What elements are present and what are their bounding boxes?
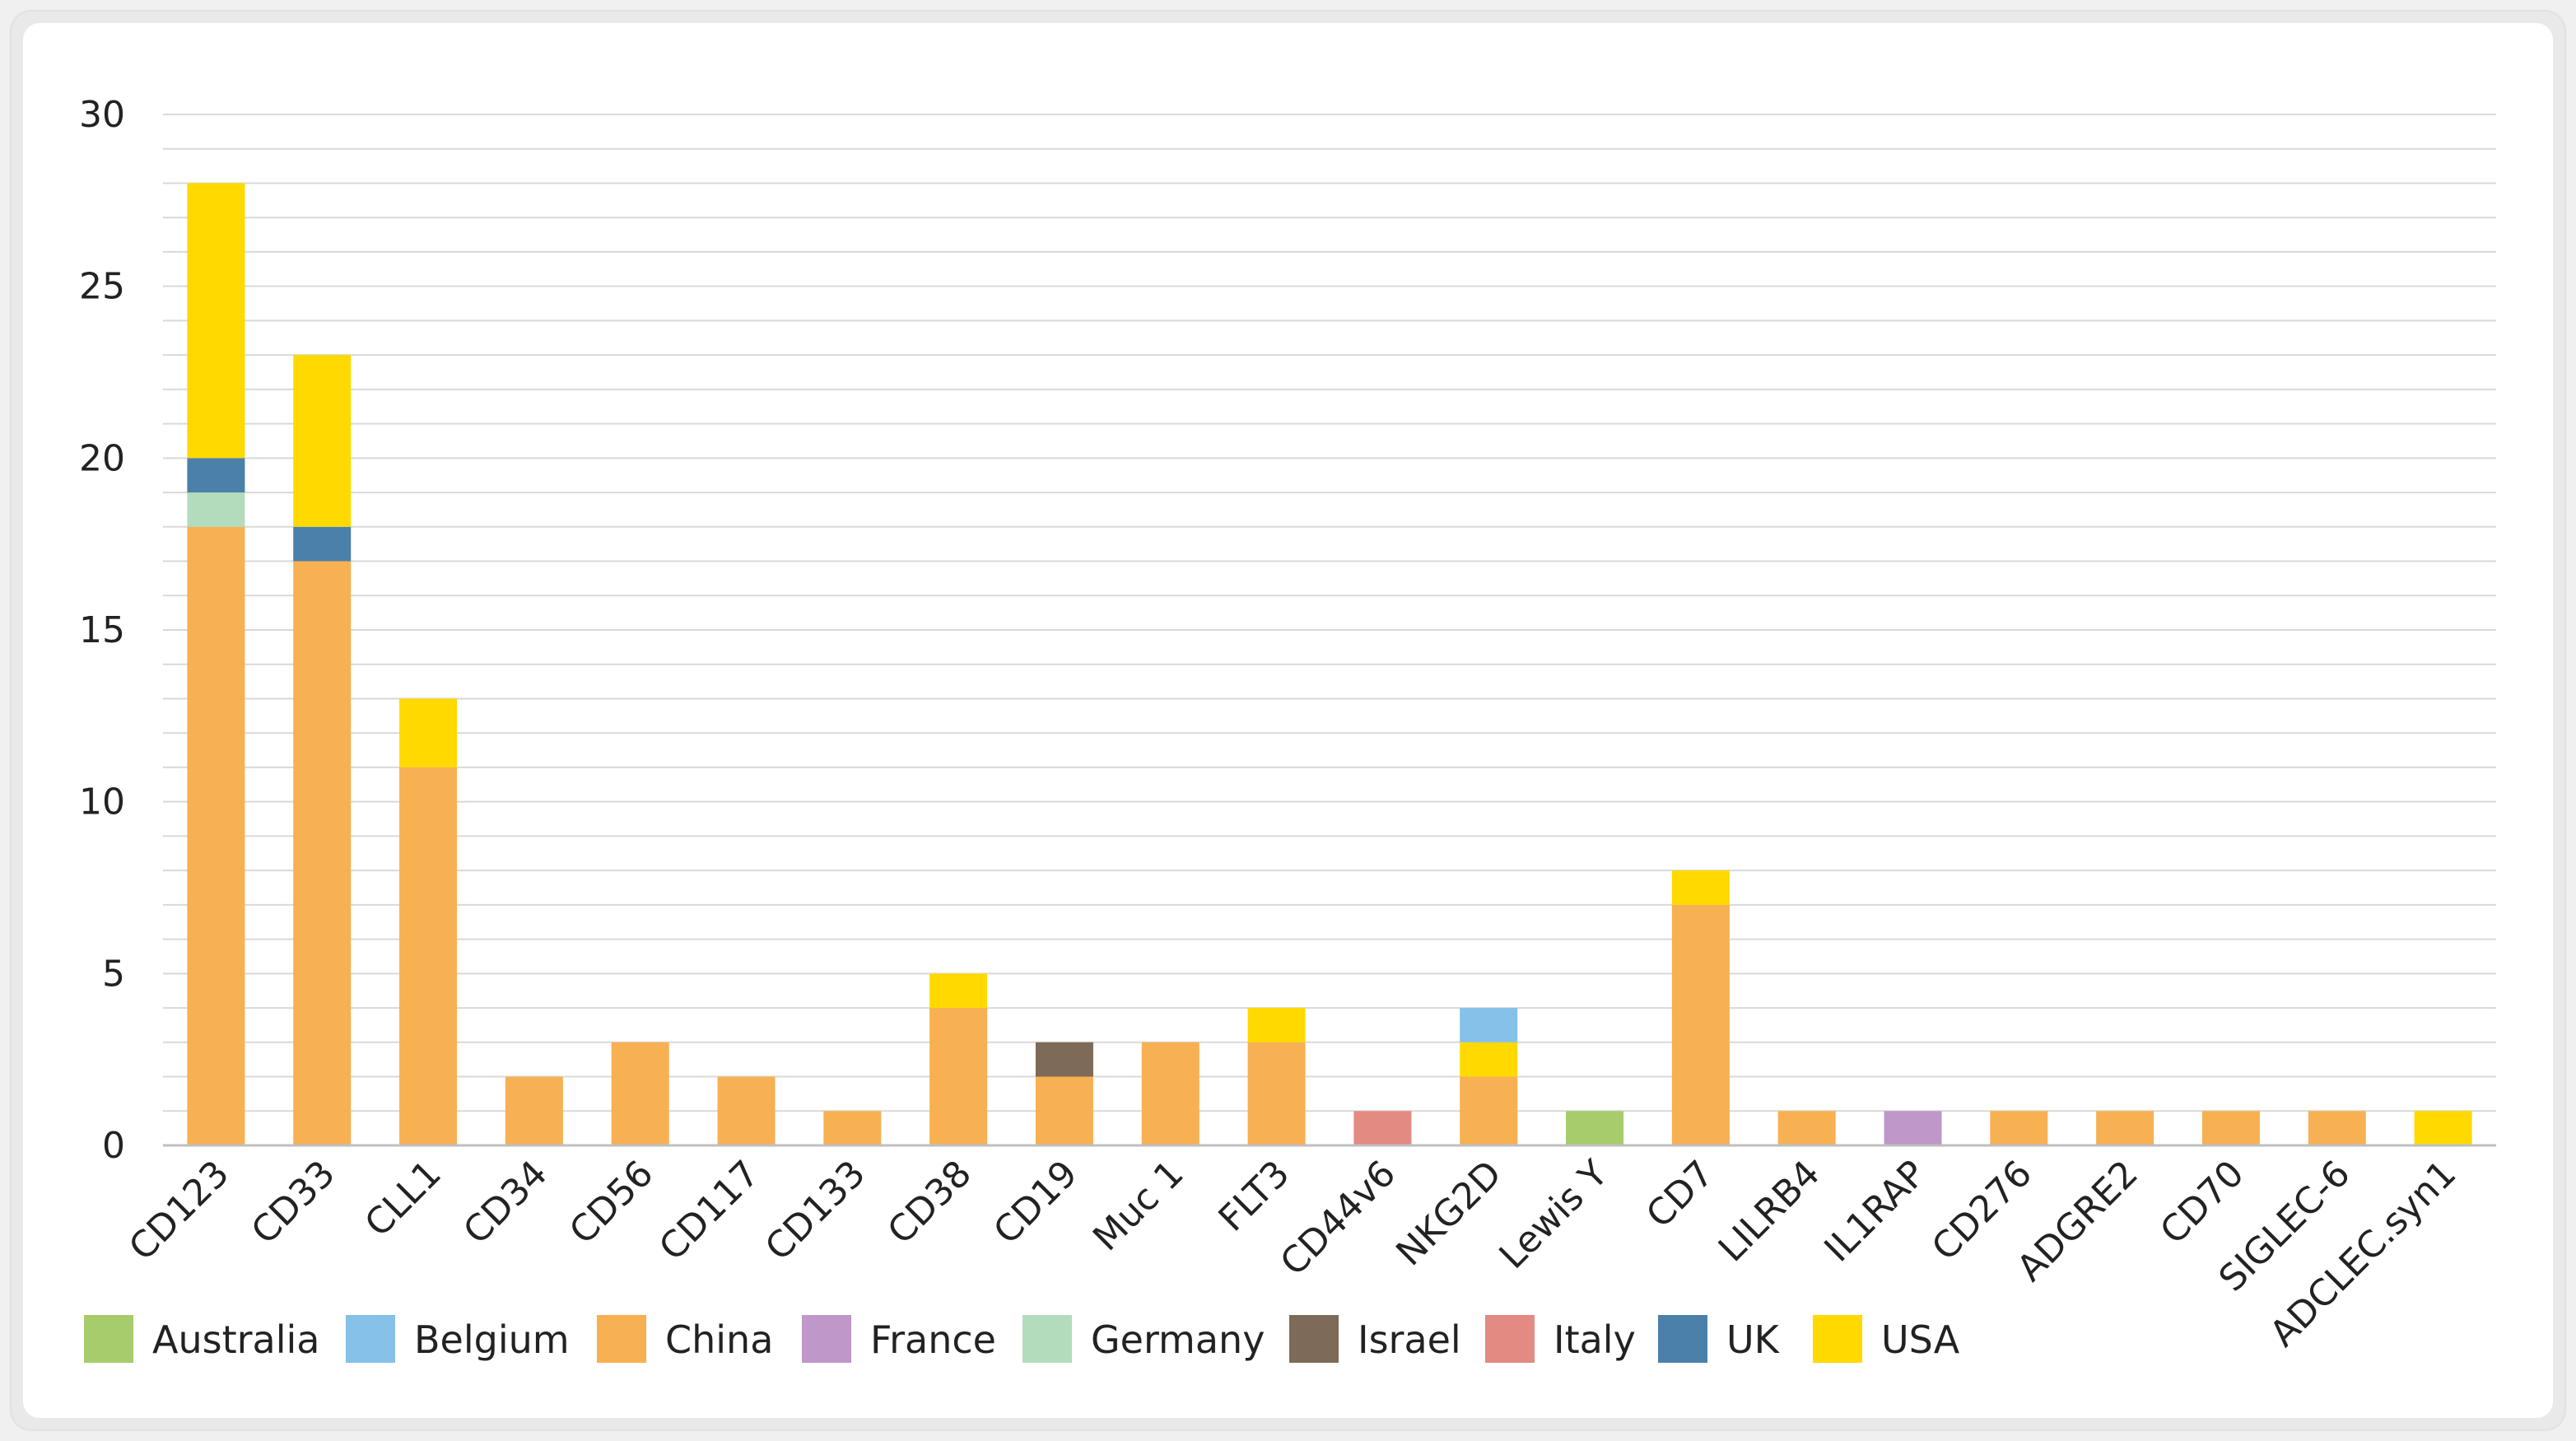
- legend-label-china: China: [665, 1317, 773, 1362]
- bar-segment-usa-cd123: [187, 183, 245, 459]
- bar-segment-belgium-nkg2d: [1460, 1008, 1518, 1042]
- x-category-label: FLT3: [1211, 1153, 1298, 1240]
- legend-label-uk: UK: [1726, 1317, 1781, 1362]
- legend-swatch-china: [597, 1315, 646, 1363]
- bar-segment-usa-cll1: [399, 698, 458, 767]
- x-category-label: CD38: [880, 1153, 980, 1252]
- bar-segment-usa-flt3: [1247, 1008, 1306, 1042]
- bar-segment-usa-cd33: [293, 355, 352, 527]
- x-category-label: CD7: [1638, 1153, 1722, 1237]
- legend-label-usa: USA: [1881, 1317, 1960, 1362]
- x-category-label: CLL1: [357, 1153, 450, 1245]
- legend-swatch-germany: [1022, 1315, 1072, 1363]
- legend-swatch-france: [802, 1315, 851, 1363]
- legend-label-germany: Germany: [1091, 1317, 1265, 1362]
- x-category-label: IL1RAP: [1817, 1153, 1935, 1271]
- bar-segment-china-cd133: [823, 1111, 882, 1145]
- bar-segment-usa-cd7: [1671, 870, 1730, 905]
- bar-segment-china-cd19: [1035, 1076, 1093, 1145]
- y-tick-label: 10: [79, 781, 125, 823]
- bar-segment-china-cd7: [1671, 904, 1730, 1145]
- bar-segment-china-cd276: [1990, 1111, 2048, 1145]
- bar-segment-china-cd117: [717, 1076, 776, 1145]
- y-tick-label: 20: [79, 437, 125, 479]
- bar-segment-china-cd33: [293, 561, 352, 1145]
- legend: Australia Belgium China France Germany Israel…: [84, 1315, 1960, 1363]
- bar-segment-france-il1rap: [1884, 1111, 1942, 1145]
- legend-label-italy: Italy: [1554, 1317, 1636, 1362]
- x-category-label: ADCLEC.syn1: [2262, 1153, 2465, 1355]
- legend-swatch-australia: [84, 1315, 133, 1363]
- bar-segment-china-adgre2: [2096, 1111, 2154, 1145]
- bar-segment-germany-cd123: [187, 492, 245, 527]
- bar-segment-china-muc-1: [1141, 1042, 1199, 1145]
- x-category-label: CD123: [121, 1153, 237, 1269]
- bars: [187, 183, 2472, 1145]
- x-category-label: NKG2D: [1388, 1153, 1510, 1275]
- x-category-label: CD34: [455, 1153, 555, 1252]
- x-category-label: CD133: [757, 1153, 873, 1269]
- bar-segment-china-cll1: [399, 767, 458, 1145]
- bar-segment-china-cd34: [505, 1076, 563, 1145]
- bar-segment-usa-cd38: [929, 973, 988, 1009]
- x-category-label: CD19: [985, 1153, 1085, 1252]
- x-category-label: CD33: [244, 1153, 343, 1252]
- y-tick-label: 0: [102, 1125, 125, 1167]
- x-category-label: LILRB4: [1711, 1153, 1828, 1271]
- legend-swatch-uk: [1658, 1315, 1707, 1363]
- gridlines: [163, 114, 2496, 1112]
- x-category-label: CD56: [561, 1153, 661, 1252]
- bar-segment-china-flt3: [1247, 1042, 1306, 1145]
- bar-segment-usa-nkg2d: [1460, 1042, 1518, 1077]
- legend-label-france: France: [870, 1317, 996, 1362]
- x-category-label: CD117: [651, 1153, 767, 1269]
- legend-swatch-italy: [1485, 1315, 1535, 1363]
- x-category-label: Lewis Y: [1492, 1153, 1616, 1277]
- bar-segment-australia-lewis-y: [1566, 1111, 1624, 1145]
- bar-segment-italy-cd44v6: [1353, 1111, 1412, 1145]
- bar-segment-china-siglec-6: [2308, 1111, 2366, 1145]
- x-category-label: CD70: [2152, 1153, 2252, 1252]
- y-axis-ticks: 0 5 10 15 20 25 30: [79, 94, 125, 1167]
- bar-segment-israel-cd19: [1035, 1042, 1093, 1077]
- y-tick-label: 15: [79, 609, 125, 651]
- bar-segment-china-nkg2d: [1460, 1076, 1518, 1145]
- legend-label-australia: Australia: [152, 1317, 319, 1362]
- y-tick-label: 30: [79, 94, 125, 136]
- legend-swatch-usa: [1813, 1315, 1862, 1363]
- bar-segment-china-lilrb4: [1777, 1111, 1836, 1145]
- bar-segment-china-cd123: [187, 526, 245, 1145]
- bar-segment-uk-cd33: [293, 526, 352, 562]
- y-tick-label: 25: [79, 266, 125, 308]
- legend-swatch-belgium: [346, 1315, 395, 1363]
- y-tick-label: 5: [102, 953, 125, 995]
- x-category-label: CD44v6: [1273, 1153, 1404, 1285]
- bar-segment-china-cd38: [929, 1008, 988, 1145]
- legend-swatch-israel: [1289, 1315, 1339, 1363]
- legend-label-israel: Israel: [1358, 1317, 1461, 1362]
- bar-segment-usa-adclec-syn1: [2414, 1111, 2472, 1145]
- x-category-label: Muc 1: [1085, 1153, 1191, 1259]
- bar-segment-china-cd70: [2201, 1111, 2260, 1145]
- bar-segment-uk-cd123: [187, 458, 245, 493]
- legend-label-belgium: Belgium: [414, 1317, 570, 1362]
- bar-segment-china-cd56: [611, 1042, 669, 1145]
